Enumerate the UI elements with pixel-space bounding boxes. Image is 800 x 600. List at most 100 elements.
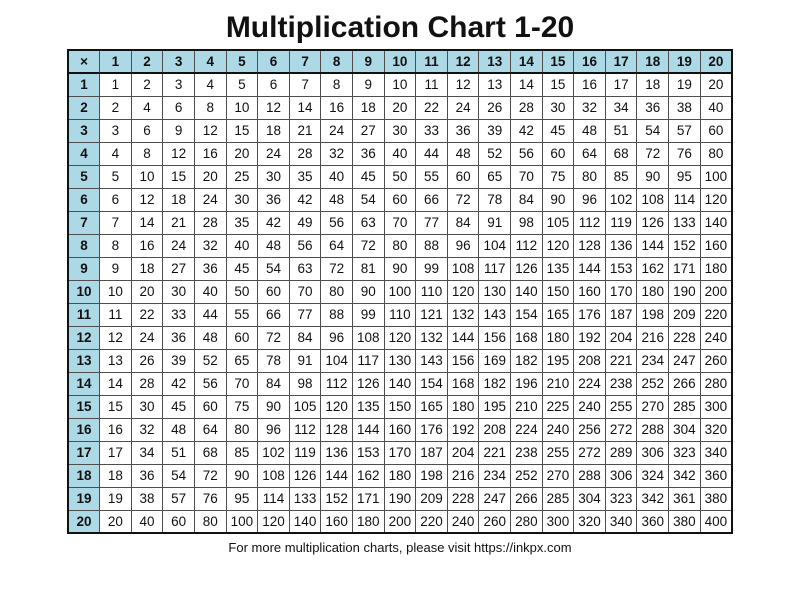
product-cell: 90 [541, 187, 575, 212]
product-cell: 112 [288, 417, 322, 442]
product-cell: 117 [478, 256, 512, 281]
product-cell: 11 [99, 302, 132, 327]
product-cell: 28 [130, 371, 164, 396]
table-row: 11 11 22 33 44 55 66 77 88 99 110 121 132 143 154 165 17… [67, 302, 733, 327]
product-cell: 72 [446, 187, 480, 212]
product-cell: 260 [699, 348, 733, 373]
row-header: 5 [67, 164, 101, 189]
product-cell: 77 [415, 210, 448, 235]
product-cell: 45 [225, 256, 259, 281]
product-cell: 162 [636, 256, 670, 281]
product-cell: 80 [699, 141, 733, 166]
product-cell: 119 [604, 210, 638, 235]
product-cell: 91 [478, 210, 512, 235]
product-cell: 114 [668, 187, 701, 212]
table-row: 14 14 28 42 56 70 84 98 112 126 140 154 168 182 196 210… [67, 371, 733, 396]
product-cell: 48 [320, 187, 353, 212]
column-header: 8 [320, 49, 353, 74]
product-cell: 360 [636, 509, 670, 534]
product-cell: 36 [446, 118, 480, 143]
table-row: 6 6 12 18 24 30 36 42 48 54 60 66 72 78 84 90 96 102 108 11… [67, 187, 733, 212]
product-cell: 60 [383, 187, 417, 212]
product-cell: 380 [668, 509, 701, 534]
product-cell: 52 [193, 348, 227, 373]
product-cell: 114 [257, 486, 290, 511]
row-header: 15 [67, 394, 101, 419]
product-cell: 306 [636, 440, 670, 465]
product-cell: 11 [415, 72, 448, 97]
table-row: 16 16 32 48 64 80 96 112 128 144 160 176 192 208 224 24… [67, 417, 733, 442]
product-cell: 112 [510, 233, 543, 258]
product-cell: 228 [446, 486, 480, 511]
column-header: 20 [699, 49, 733, 74]
product-cell: 96 [573, 187, 606, 212]
product-cell: 192 [446, 417, 480, 442]
product-cell: 28 [193, 210, 227, 235]
product-cell: 152 [320, 486, 353, 511]
product-cell: 120 [446, 279, 480, 304]
product-cell: 22 [130, 302, 164, 327]
product-cell: 4 [193, 72, 227, 97]
product-cell: 128 [320, 417, 353, 442]
row-header: 14 [67, 371, 101, 396]
product-cell: 40 [130, 509, 164, 534]
product-cell: 136 [320, 440, 353, 465]
product-cell: 400 [699, 509, 733, 534]
product-cell: 110 [383, 302, 417, 327]
product-cell: 12 [130, 187, 164, 212]
product-cell: 30 [162, 279, 195, 304]
product-cell: 1 [99, 72, 132, 97]
product-cell: 60 [699, 118, 733, 143]
product-cell: 68 [193, 440, 227, 465]
product-cell: 360 [699, 463, 733, 488]
product-cell: 323 [604, 486, 638, 511]
product-cell: 120 [320, 394, 353, 419]
product-cell: 270 [541, 463, 575, 488]
table-row: 13 13 26 39 52 65 78 91 104 117 130 143 156 169 182 195… [67, 348, 733, 373]
product-cell: 55 [415, 164, 448, 189]
table-row: 18 18 36 54 72 90 108 126 144 162 180 198 216 234 252 2… [67, 463, 733, 488]
product-cell: 200 [699, 279, 733, 304]
product-cell: 60 [541, 141, 575, 166]
product-cell: 380 [699, 486, 733, 511]
product-cell: 204 [604, 325, 638, 350]
product-cell: 48 [162, 417, 195, 442]
product-cell: 24 [130, 325, 164, 350]
product-cell: 12 [193, 118, 227, 143]
product-cell: 60 [225, 325, 259, 350]
product-cell: 20 [699, 72, 733, 97]
product-cell: 135 [351, 394, 385, 419]
product-cell: 182 [510, 348, 543, 373]
product-cell: 143 [415, 348, 448, 373]
product-cell: 24 [162, 233, 195, 258]
column-header: 19 [668, 49, 701, 74]
product-cell: 196 [510, 371, 543, 396]
product-cell: 18 [130, 256, 164, 281]
product-cell: 162 [351, 463, 385, 488]
product-cell: 190 [668, 279, 701, 304]
product-cell: 180 [699, 256, 733, 281]
product-cell: 13 [99, 348, 132, 373]
product-cell: 18 [99, 463, 132, 488]
product-cell: 90 [225, 463, 259, 488]
product-cell: 56 [193, 371, 227, 396]
product-cell: 22 [415, 95, 448, 120]
product-cell: 126 [351, 371, 385, 396]
product-cell: 36 [351, 141, 385, 166]
product-cell: 5 [99, 164, 132, 189]
product-cell: 30 [383, 118, 417, 143]
product-cell: 288 [636, 417, 670, 442]
product-cell: 40 [225, 233, 259, 258]
product-cell: 14 [288, 95, 322, 120]
product-cell: 80 [383, 233, 417, 258]
product-cell: 170 [604, 279, 638, 304]
product-cell: 64 [573, 141, 606, 166]
product-cell: 90 [257, 394, 290, 419]
product-cell: 208 [478, 417, 512, 442]
product-cell: 187 [604, 302, 638, 327]
product-cell: 340 [699, 440, 733, 465]
product-cell: 96 [446, 233, 480, 258]
footer-note: For more multiplication charts, please v… [228, 540, 572, 555]
product-cell: 160 [699, 233, 733, 258]
row-header: 12 [67, 325, 101, 350]
